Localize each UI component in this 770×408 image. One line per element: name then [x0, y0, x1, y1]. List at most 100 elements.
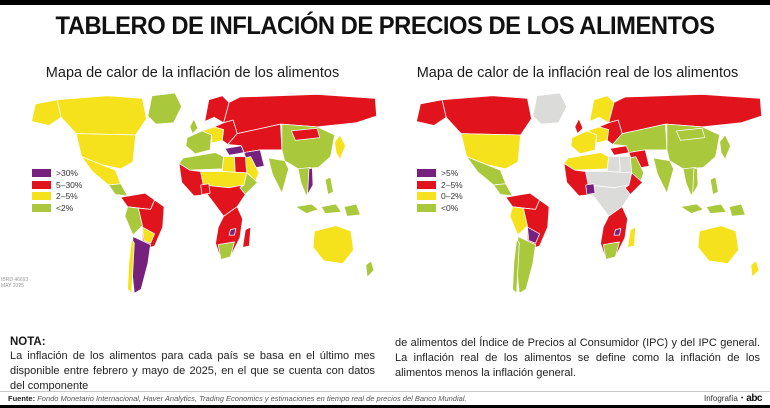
map-region	[728, 203, 746, 217]
legend-swatch	[417, 169, 436, 178]
source-line: Fuente: Fondo Monetario Internacional, H…	[8, 394, 467, 403]
map-region	[613, 228, 622, 236]
map-region	[627, 226, 637, 248]
map-region	[185, 130, 212, 155]
map-region	[680, 203, 704, 214]
map-region	[574, 118, 584, 134]
map-region	[619, 156, 633, 174]
abc-logo: abc	[746, 393, 762, 404]
map-region	[75, 133, 137, 170]
right-map-title: Mapa de calor de la inflación real de lo…	[416, 65, 739, 81]
legend-label: >30%	[56, 168, 78, 178]
map-region	[512, 238, 520, 294]
map-region	[570, 130, 597, 155]
world-heatmap-nominal	[26, 93, 378, 296]
map-region	[56, 95, 147, 136]
map-region	[587, 184, 631, 217]
map-region	[189, 118, 199, 134]
legend-row: >30%	[32, 169, 82, 178]
left-map-legend: >30% 5–30% 2–5% <2%	[32, 169, 82, 212]
credit-line: Infografía • abc	[704, 393, 762, 404]
map-region	[532, 93, 568, 125]
legend-swatch	[32, 192, 51, 201]
map-region	[307, 167, 314, 195]
map-id-note: IBRD 46693 MAY 2025	[1, 277, 28, 290]
legend-label: 5–30%	[56, 179, 83, 190]
map-region	[124, 206, 143, 236]
map-region	[200, 183, 211, 195]
map-region	[509, 206, 528, 236]
maps-row: Mapa de calor de la inflación de los ali…	[0, 65, 770, 296]
map-region	[675, 127, 706, 141]
legend-label: >5%	[441, 168, 459, 178]
map-region	[147, 93, 183, 125]
legend-label: 0–2%	[441, 191, 463, 201]
footer: Fuente: Fondo Monetario Internacional, H…	[0, 391, 770, 404]
map-region	[267, 157, 290, 194]
map-region	[324, 176, 334, 195]
legend-swatch	[417, 180, 436, 189]
map-region	[719, 134, 731, 160]
legend-swatch	[417, 203, 436, 212]
legend-row: 5–30%	[32, 179, 83, 190]
real-food-inflation-map-panel: Mapa de calor de la inflación real de lo…	[385, 65, 770, 296]
map-id-line: IBRD 46693	[1, 277, 29, 283]
map-region	[295, 203, 319, 214]
note-column-left: NOTA: La inflación de los alimentos para…	[10, 336, 375, 395]
map-region	[312, 225, 354, 264]
map-region	[320, 203, 342, 214]
legend-row: 2–5%	[32, 192, 82, 201]
map-region	[31, 99, 62, 126]
map-region	[527, 226, 540, 244]
page-title: TABLERO DE INFLACIÓN DE PRECIOS DE LOS A…	[55, 12, 715, 40]
map-region	[705, 203, 727, 214]
map-region	[697, 225, 739, 264]
credit-text: Infografía	[704, 394, 738, 403]
legend-row: 0–2%	[417, 192, 463, 201]
legend-row: 2–5%	[417, 179, 463, 190]
map-region	[234, 156, 248, 174]
left-map-title: Mapa de calor de la inflación de los ali…	[45, 65, 340, 81]
source-text: Fondo Monetario Internacional, Haver Ana…	[37, 394, 467, 403]
legend-label: 2–5%	[56, 191, 78, 201]
map-region	[217, 241, 235, 260]
source-label: Fuente:	[8, 394, 36, 403]
map-region	[606, 156, 621, 173]
legend-swatch	[417, 192, 436, 201]
food-inflation-map-panel: Mapa de calor de la inflación de los ali…	[0, 65, 385, 296]
map-region	[224, 145, 245, 156]
legend-label: <0%	[441, 202, 459, 213]
legend-row: <2%	[32, 202, 82, 213]
map-region	[202, 184, 246, 217]
legend-row: <0%	[417, 202, 463, 213]
map-region	[343, 203, 361, 217]
map-region	[585, 183, 596, 195]
map-region	[221, 156, 236, 173]
map-id-line: MAY 2025	[1, 283, 24, 290]
map-region	[228, 228, 237, 236]
note-section: NOTA: La inflación de los alimentos para…	[0, 336, 770, 395]
map-region	[709, 176, 719, 195]
map-region	[242, 226, 252, 248]
map-region	[108, 183, 128, 197]
bottom-accent-bar	[0, 405, 770, 408]
legend-row: >5%	[417, 169, 463, 178]
credit-separator: •	[740, 395, 744, 402]
note-text-right: de alimentos del Índice de Precios al Co…	[395, 337, 760, 380]
map-region	[609, 145, 630, 156]
legend-label: 2–5%	[441, 179, 463, 190]
map-region	[441, 95, 532, 136]
world-heatmap-real	[411, 93, 763, 296]
map-region	[416, 99, 447, 126]
note-heading: NOTA:	[10, 336, 46, 349]
map-region	[290, 127, 321, 141]
legend-swatch	[32, 169, 51, 178]
map-region	[127, 238, 135, 294]
right-map-legend: >5% 2–5% 0–2% <0%	[417, 169, 463, 212]
map-region	[692, 167, 699, 195]
map-region	[652, 157, 675, 194]
legend-label: <2%	[56, 202, 74, 213]
map-region	[334, 134, 346, 160]
note-column-right: de alimentos del Índice de Precios al Co…	[395, 336, 760, 395]
legend-swatch	[32, 203, 51, 212]
